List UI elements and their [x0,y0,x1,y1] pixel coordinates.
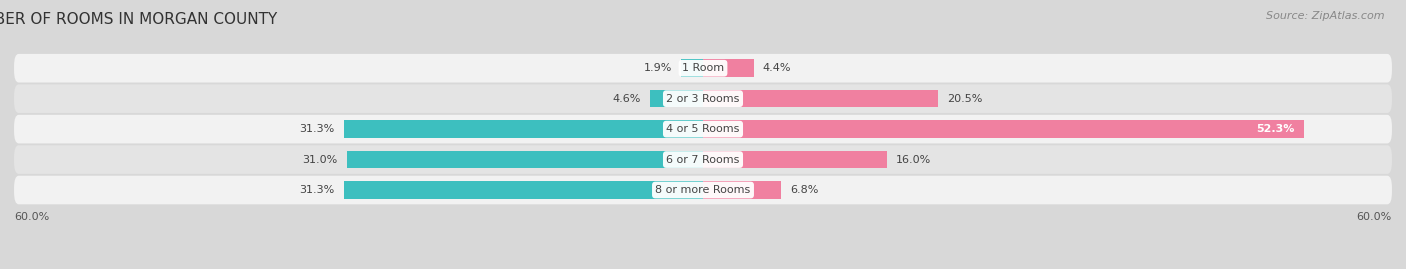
Bar [650,90,703,108]
Text: 1 Room: 1 Room [682,63,724,73]
FancyBboxPatch shape [14,115,1392,143]
FancyBboxPatch shape [14,145,1392,174]
Bar [703,181,782,199]
FancyBboxPatch shape [14,84,1392,113]
Text: 20.5%: 20.5% [948,94,983,104]
Text: 60.0%: 60.0% [14,212,49,222]
Text: 8 or more Rooms: 8 or more Rooms [655,185,751,195]
Bar [347,151,703,168]
Text: 4 or 5 Rooms: 4 or 5 Rooms [666,124,740,134]
Bar [681,59,703,77]
Text: 52.3%: 52.3% [1256,124,1295,134]
Bar [343,181,703,199]
Text: 31.3%: 31.3% [299,124,335,134]
Text: 16.0%: 16.0% [896,155,931,165]
Text: 6.8%: 6.8% [790,185,818,195]
Text: 6 or 7 Rooms: 6 or 7 Rooms [666,155,740,165]
Text: 4.6%: 4.6% [613,94,641,104]
Bar [343,120,703,138]
FancyBboxPatch shape [14,176,1392,204]
Text: 1.9%: 1.9% [644,63,672,73]
Text: 31.3%: 31.3% [299,185,335,195]
Bar [703,120,1303,138]
Bar [703,90,938,108]
Bar [703,59,754,77]
Bar [703,151,887,168]
Text: 4.4%: 4.4% [762,63,792,73]
Text: 60.0%: 60.0% [1357,212,1392,222]
Text: Source: ZipAtlas.com: Source: ZipAtlas.com [1267,11,1385,21]
Text: 31.0%: 31.0% [302,155,337,165]
FancyBboxPatch shape [14,54,1392,83]
Text: 2 or 3 Rooms: 2 or 3 Rooms [666,94,740,104]
Text: HOUSING STRUCTURES BY NUMBER OF ROOMS IN MORGAN COUNTY: HOUSING STRUCTURES BY NUMBER OF ROOMS IN… [0,12,277,27]
